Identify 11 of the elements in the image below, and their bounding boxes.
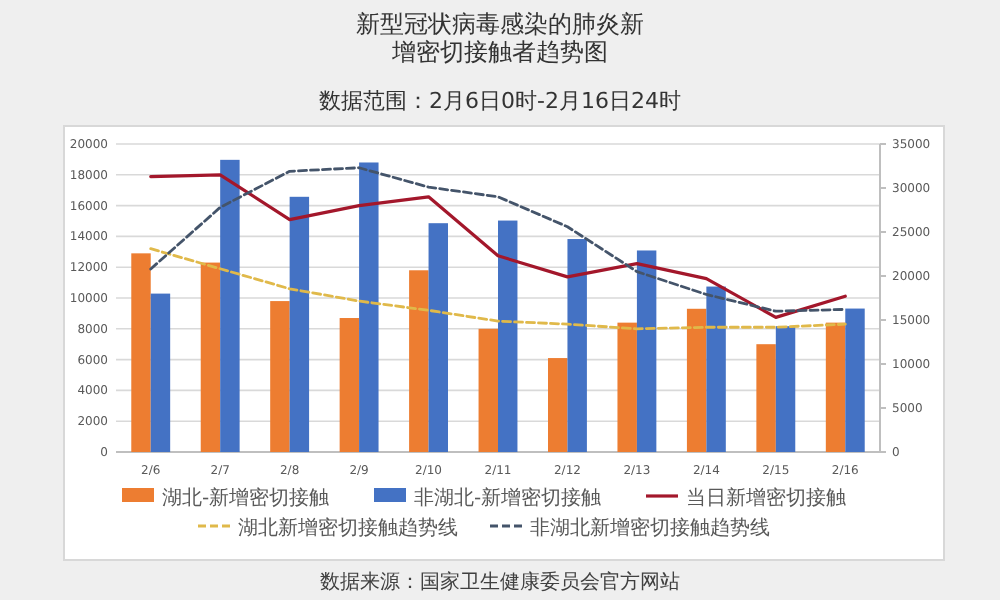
bar xyxy=(567,239,587,452)
bar xyxy=(359,162,379,452)
legend-label: 当日新增密切接触 xyxy=(686,486,846,510)
source-note: 数据来源：国家卫生健康委员会官方网站 xyxy=(320,570,680,594)
legend-label: 湖北-新增密切接触 xyxy=(162,486,330,510)
legend-label: 非湖北-新增密切接触 xyxy=(414,486,602,510)
chart-subtitle: 数据范围：2月6日0时-2月16日24时 xyxy=(319,88,681,114)
legend-label: 非湖北新增密切接触趋势线 xyxy=(530,516,770,540)
chart-title: 新型冠状病毒感染的肺炎新增密切接触者趋势图 xyxy=(356,10,644,66)
legend-label: 湖北新增密切接触趋势线 xyxy=(238,516,458,540)
line-series xyxy=(149,247,847,331)
